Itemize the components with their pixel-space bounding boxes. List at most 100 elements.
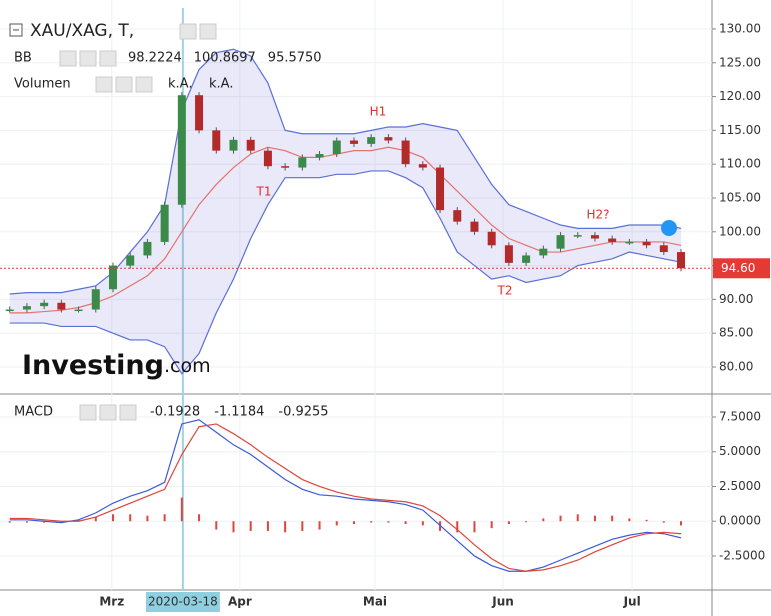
- y-tick-label: 115.00: [719, 123, 761, 137]
- histogram-bar: [111, 514, 114, 522]
- y-tick-label: 5.0000: [719, 444, 761, 458]
- close-icon[interactable]: [135, 76, 153, 93]
- candle: [108, 265, 117, 290]
- y-tick-label: 80.00: [719, 359, 753, 373]
- histogram-bar: [25, 521, 28, 523]
- candle: [487, 231, 496, 246]
- close-icon[interactable]: [119, 404, 137, 421]
- histogram-bar: [507, 521, 510, 524]
- candle: [246, 139, 255, 151]
- histogram-bar: [146, 515, 149, 522]
- close-icon[interactable]: [199, 23, 217, 40]
- candle: [349, 140, 358, 144]
- annotation: H1: [370, 105, 387, 119]
- candle: [418, 164, 427, 168]
- bb-readout: 100.8697: [194, 51, 256, 66]
- settings-icon[interactable]: [79, 50, 97, 67]
- volume-readout: k.A.: [168, 77, 192, 92]
- histogram-bar: [301, 521, 304, 531]
- histogram-bar: [284, 521, 287, 533]
- settings-icon[interactable]: [95, 76, 113, 93]
- y-tick-label: 90.00: [719, 292, 753, 306]
- x-tick-label: Apr: [228, 595, 252, 609]
- settings-icon[interactable]: [179, 23, 197, 40]
- logo: Investing.com: [22, 350, 211, 381]
- y-tick-label: 125.00: [719, 55, 761, 69]
- symbol-title: XAU/XAG, T,: [30, 21, 134, 41]
- histogram-bar: [473, 521, 476, 533]
- candle: [315, 154, 324, 158]
- y-tick-label: 2.5000: [719, 479, 761, 493]
- candle: [625, 241, 634, 244]
- settings-icon[interactable]: [79, 404, 97, 421]
- histogram-bar: [542, 518, 545, 522]
- candle: [298, 157, 307, 168]
- candle: [195, 95, 204, 131]
- histogram-bar: [60, 521, 63, 523]
- histogram-bar: [456, 521, 459, 533]
- histogram-bar: [129, 514, 132, 522]
- collapse-icon[interactable]: [9, 23, 23, 37]
- signal-line: [9, 423, 682, 572]
- candle: [677, 252, 686, 269]
- candle: [436, 167, 445, 211]
- histogram-bar: [335, 521, 338, 526]
- candle: [608, 238, 617, 242]
- histogram-bar: [559, 515, 562, 522]
- settings-icon[interactable]: [59, 50, 77, 67]
- histogram-bar: [249, 521, 252, 531]
- annotation: T1: [256, 185, 272, 199]
- bb-middle: [9, 146, 682, 314]
- macd-readout: -1.1184: [214, 405, 264, 420]
- macd-line: [9, 419, 682, 572]
- bb-readout: 95.5750: [268, 51, 322, 66]
- candle: [91, 289, 100, 310]
- histogram-bar: [180, 497, 183, 522]
- histogram-bar: [680, 521, 683, 526]
- close-icon[interactable]: [99, 50, 117, 67]
- candle: [539, 248, 548, 256]
- bb-readout: 98.2224: [128, 51, 182, 66]
- histogram-bar: [94, 517, 97, 522]
- histogram-bar: [525, 521, 528, 523]
- histogram-bar: [215, 521, 218, 530]
- histogram-bar: [421, 521, 424, 526]
- candle: [22, 306, 31, 310]
- candle: [143, 241, 152, 256]
- candle: [263, 150, 272, 167]
- histogram-bar: [645, 519, 648, 522]
- candle: [453, 210, 462, 222]
- candle: [126, 255, 135, 266]
- x-tick-label: Mrz: [99, 595, 124, 609]
- x-tick-label: Jul: [623, 595, 641, 609]
- settings-icon[interactable]: [99, 404, 117, 421]
- last-price-label: 94.60: [721, 261, 755, 275]
- settings-icon[interactable]: [115, 76, 133, 93]
- y-tick-label: 0.0000: [719, 514, 761, 528]
- candle: [522, 255, 531, 263]
- histogram-bar: [318, 521, 321, 530]
- candle: [401, 140, 410, 165]
- logo-suffix: .com: [164, 355, 211, 377]
- logo-main: Investing: [22, 350, 164, 381]
- x-tick-label: Jun: [491, 595, 514, 609]
- candle: [367, 137, 376, 144]
- y-tick-label: 130.00: [719, 21, 761, 35]
- volume-label: Volumen: [14, 77, 71, 92]
- annotation: T2: [497, 284, 513, 298]
- histogram-bar: [352, 521, 355, 524]
- candle: [5, 309, 14, 312]
- histogram-bar: [163, 514, 166, 522]
- macd-label: MACD: [14, 405, 53, 420]
- candle: [642, 241, 651, 246]
- histogram-bar: [490, 521, 493, 529]
- candle: [160, 204, 169, 242]
- y-tick-label: 120.00: [719, 89, 761, 103]
- bb-fill: [9, 49, 682, 374]
- y-tick-label: 85.00: [719, 326, 753, 340]
- histogram-bar: [232, 521, 235, 533]
- x-tick-label: Mai: [363, 595, 387, 609]
- annotation: H2?: [586, 208, 609, 222]
- macd-readout: -0.9255: [278, 405, 328, 420]
